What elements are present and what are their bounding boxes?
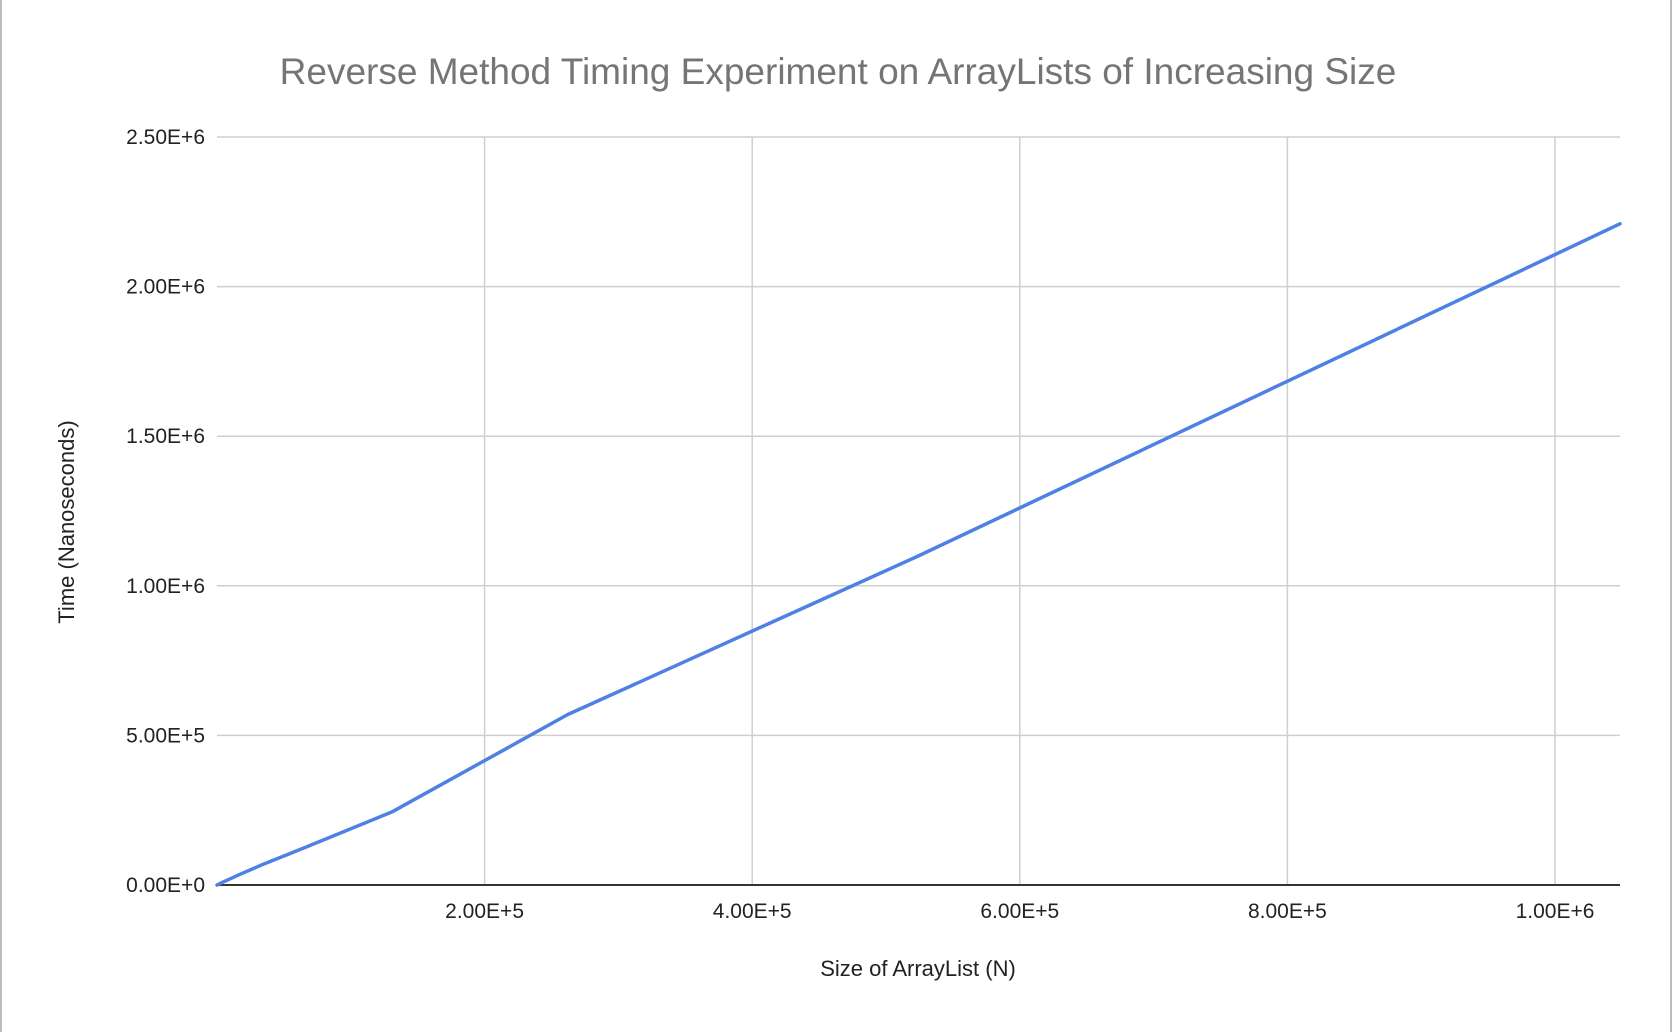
x-gridlines: [483, 137, 1556, 885]
x-tick-label: 8.00E+5: [1248, 900, 1327, 923]
x-tick-labels: 2.00E+5 4.00E+5 6.00E+5 8.00E+5 1.00E+6: [445, 900, 1594, 923]
y-tick-label: 5.00E+5: [126, 724, 205, 747]
x-tick-label: 1.00E+6: [1516, 900, 1595, 923]
x-tick-label: 2.00E+5: [445, 900, 524, 923]
series-line-0: [215, 222, 1622, 887]
y-gridlines: [217, 136, 1620, 737]
x-tick-label: 6.00E+5: [980, 900, 1059, 923]
y-tick-labels: 0.00E+0 5.00E+5 1.00E+6 1.50E+6 2.00E+6 2.50E…: [126, 126, 205, 897]
x-axis-label: Size of ArrayList (N): [820, 956, 1016, 981]
series-layer: [215, 222, 1622, 887]
y-axis-label: Time (Nanoseconds): [54, 420, 79, 623]
chart-title: Reverse Method Timing Experiment on Arra…: [280, 51, 1397, 92]
y-tick-label: 2.50E+6: [126, 126, 205, 149]
y-tick-label: 1.00E+6: [126, 575, 205, 598]
y-tick-label: 1.50E+6: [126, 425, 205, 448]
y-tick-label: 0.00E+0: [126, 874, 205, 897]
y-tick-label: 2.00E+6: [126, 276, 205, 299]
x-tick-label: 4.00E+5: [713, 900, 792, 923]
